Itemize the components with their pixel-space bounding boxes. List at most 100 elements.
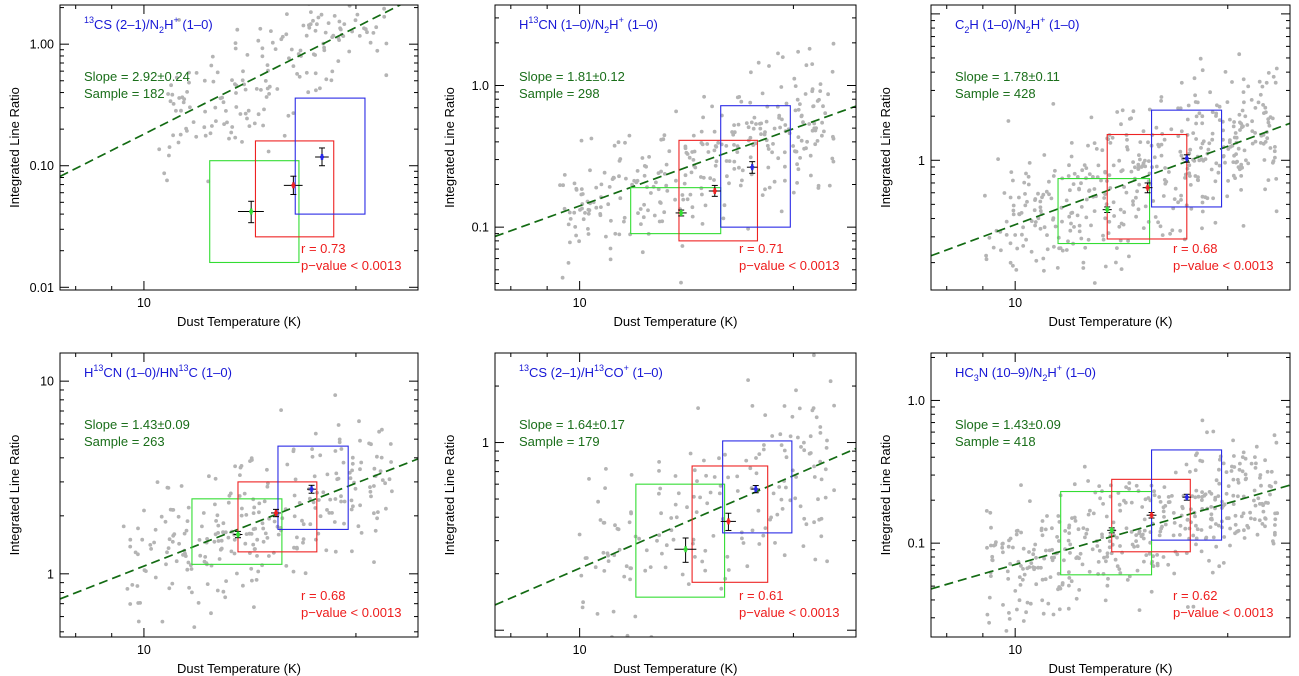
scatter-point (1038, 205, 1043, 210)
scatter-point (1254, 461, 1258, 466)
scatter-point (1060, 219, 1064, 224)
scatter-point (772, 179, 777, 184)
scatter-point (581, 217, 586, 222)
scatter-point (295, 546, 299, 551)
scatter-point (1178, 523, 1183, 528)
scatter-point (1015, 607, 1019, 612)
scatter-point (1013, 589, 1018, 593)
scatter-point (1025, 566, 1030, 571)
scatter-point (589, 136, 594, 141)
scatter-point (185, 519, 190, 523)
scatter-point (1127, 481, 1132, 485)
scatter-point (1092, 187, 1097, 191)
scatter-point (1019, 530, 1023, 535)
scatter-point (1241, 77, 1246, 82)
scatter-point (1019, 483, 1023, 487)
scatter-point (751, 126, 756, 131)
y-tick-label: 0.10 (30, 159, 54, 173)
scatter-point (211, 79, 216, 84)
scatter-point (1166, 495, 1171, 499)
scatter-point (1022, 572, 1027, 577)
scatter-point (1204, 535, 1209, 540)
minor-ticks (931, 5, 1290, 290)
fit-line (495, 105, 856, 238)
scatter-point (1185, 166, 1190, 171)
scatter-point (593, 565, 598, 570)
scatter-point (1142, 517, 1147, 522)
scatter-point (226, 500, 231, 505)
scatter-point (1075, 175, 1080, 179)
scatter-point (796, 49, 800, 54)
scatter-point (1103, 192, 1107, 197)
y-tick-label: 10 (40, 375, 54, 389)
scatter-point (1194, 121, 1198, 126)
median-marker-mid (1142, 182, 1153, 194)
scatter-point (1020, 577, 1025, 582)
scatter-point (1273, 145, 1277, 149)
scatter-point (350, 461, 355, 466)
scatter-point (1135, 544, 1140, 549)
correlation-label: r = 0.62 (1173, 588, 1217, 603)
x-axis-label: Dust Temperature (K) (613, 314, 737, 329)
bin-box-high (1151, 109, 1223, 208)
scatter-point (601, 550, 606, 555)
scatter-point (1214, 161, 1219, 166)
scatter-point (357, 34, 362, 38)
scatter-point (831, 159, 836, 164)
scatter-point (223, 595, 228, 600)
scatter-point (232, 551, 237, 556)
scatter-point (1141, 226, 1146, 231)
scatter-point (1134, 539, 1138, 543)
scatter-point (820, 120, 824, 125)
scatter-point (1253, 106, 1258, 110)
scatter-point (1080, 562, 1085, 567)
scatter-point (1011, 178, 1015, 183)
scatter-point (359, 531, 364, 535)
scatter-point (1154, 164, 1159, 169)
x-axis-label: Dust Temperature (K) (1048, 314, 1172, 329)
scatter-point (1195, 527, 1200, 532)
scatter-point (1120, 168, 1125, 173)
scatter-point (1008, 195, 1013, 200)
scatter-point (644, 164, 648, 169)
correlation-label: r = 0.71 (739, 241, 783, 256)
scatter-point (1252, 517, 1257, 522)
scatter-point (735, 144, 740, 149)
scatter-point (1235, 529, 1239, 534)
scatter-point (1021, 546, 1026, 551)
scatter-point (827, 183, 832, 188)
scatter-point (754, 456, 758, 460)
scatter-point (671, 537, 676, 542)
scatter-point (573, 225, 578, 229)
scatter-point (1068, 542, 1073, 547)
scatter-point (1178, 533, 1182, 537)
axes-frame (59, 4, 419, 291)
scatter-point (353, 486, 358, 491)
scatter-point (669, 516, 674, 520)
scatter-point (1080, 168, 1085, 173)
scatter-point (1194, 488, 1199, 493)
scatter-point (1161, 194, 1166, 198)
bin-box-high (722, 440, 793, 534)
scatter-point (1186, 605, 1190, 609)
scatter-point (772, 126, 777, 131)
scatter-point (640, 250, 645, 255)
scatter-point (174, 108, 178, 113)
scatter-point (613, 231, 618, 236)
scatter-point (1045, 233, 1049, 238)
scatter-point (1092, 141, 1097, 146)
scatter-point (387, 477, 392, 482)
scatter-point (803, 92, 808, 96)
scatter-point (1200, 200, 1205, 205)
scatter-point (356, 524, 361, 529)
sample-label: Sample = 263 (84, 434, 165, 449)
scatter-point (216, 539, 221, 543)
scatter-point (1159, 142, 1164, 147)
scatter-point (251, 542, 256, 547)
scatter-point (1232, 135, 1237, 140)
scatter-point (1066, 174, 1071, 178)
scatter-point (625, 633, 630, 637)
plot-area (60, 393, 418, 629)
scatter-point (612, 143, 617, 148)
